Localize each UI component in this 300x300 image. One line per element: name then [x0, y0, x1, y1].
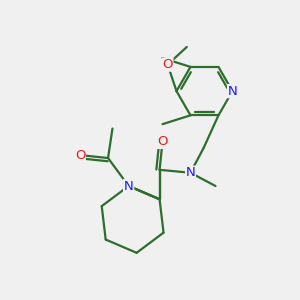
Text: N: N: [186, 166, 195, 179]
Text: O: O: [157, 135, 168, 148]
Text: N: N: [124, 179, 134, 193]
Text: N: N: [124, 179, 134, 193]
Text: O: O: [162, 58, 173, 71]
Text: N: N: [228, 85, 237, 98]
Text: O: O: [75, 148, 85, 162]
